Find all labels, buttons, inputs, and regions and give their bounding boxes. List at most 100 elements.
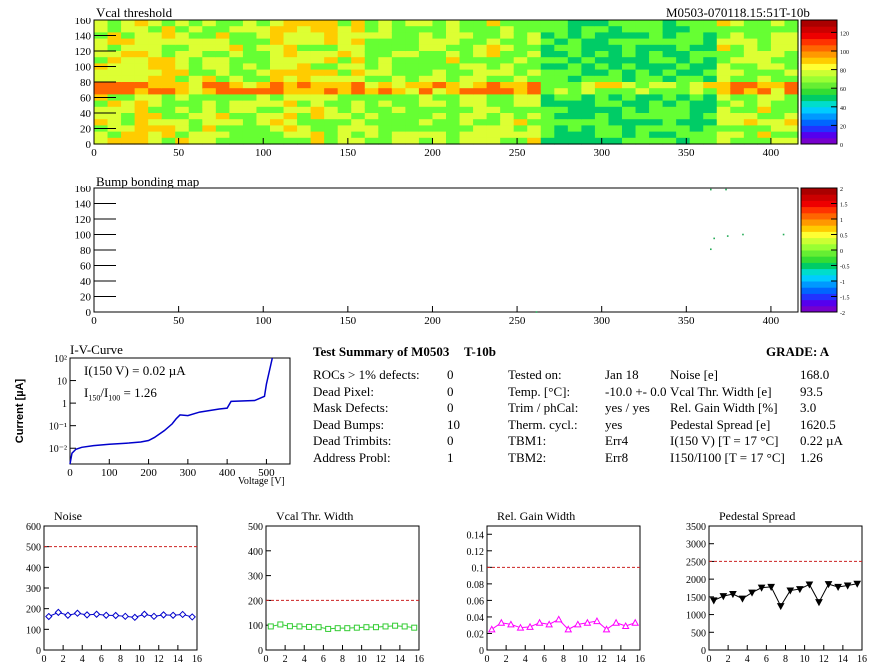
series-line (713, 583, 858, 608)
vcal-cell (121, 57, 136, 64)
chart-frame (486, 525, 641, 651)
vcal-cell (581, 38, 596, 46)
vcal-cell (188, 20, 203, 27)
vcal-cell (513, 51, 528, 58)
vcal-cell (513, 100, 528, 108)
vcal-palette-label: 20 (840, 124, 846, 130)
bump-ytick-label: 120 (75, 214, 92, 226)
vcal-cell (364, 20, 379, 27)
vcal-cell (500, 131, 515, 139)
bump-xtick-label: 0 (91, 315, 97, 327)
chart-ytick-label: 0.04 (467, 613, 485, 624)
vcal-cell (513, 75, 528, 83)
data-point (334, 625, 341, 632)
vcal-cell (743, 20, 758, 27)
vcal-cell (175, 106, 190, 114)
vcal-cell (283, 106, 298, 114)
vcal-cell (703, 137, 718, 145)
vcal-cell (188, 44, 203, 52)
vcal-cell (730, 100, 745, 108)
vcal-cell (432, 38, 447, 46)
vcal-cell (242, 32, 258, 40)
vcal-cell (459, 51, 474, 58)
vcal-cell (310, 106, 325, 114)
chart-panel-pedestal-spread: Pedestal Spread 0 2 4 6 8 10 12 14 16 0 500 1000 1500… (686, 509, 867, 665)
vcal-cell (283, 51, 298, 58)
vcal-palette-cell (801, 94, 837, 102)
vcal-cell (270, 131, 285, 139)
iv-ylabel: Current [µA] (14, 378, 27, 444)
bump-palette-cell (801, 256, 837, 263)
vcal-cell (594, 44, 610, 52)
vcal-cell (188, 113, 203, 120)
vcal-cell (229, 94, 244, 102)
vcal-cell (324, 26, 339, 33)
vcal-cell (283, 88, 298, 95)
vcal-cell (716, 51, 731, 58)
vcal-cell (473, 137, 488, 145)
vcal-cell (649, 106, 664, 114)
vcal-cell (283, 100, 298, 108)
vcal-cell (378, 32, 393, 40)
vcal-cell (310, 63, 325, 71)
vcal-cell (689, 69, 704, 77)
vcal-cell (784, 51, 799, 58)
data-point (102, 611, 110, 619)
vcal-cell (215, 63, 230, 71)
vcal-cell (540, 75, 555, 83)
series-line (48, 611, 193, 618)
vcal-cell (283, 44, 298, 52)
vcal-cell (310, 32, 325, 40)
vcal-cell (527, 38, 542, 46)
vcal-cell (188, 63, 203, 71)
vcal-cell (608, 32, 623, 40)
vcal-cell (784, 82, 799, 89)
vcal-cell (662, 88, 677, 95)
vcal-cell (215, 75, 230, 83)
bump-ytick-label: 20 (80, 292, 92, 304)
summary-tag: T-10b (464, 344, 497, 359)
data-point (507, 620, 515, 628)
vcal-cell (446, 125, 461, 133)
vcal-cell (432, 51, 447, 58)
vcal-cell (527, 44, 542, 52)
chart-ytick-label: 600 (26, 522, 41, 533)
vcal-cell (676, 63, 691, 71)
chart-xtick-label: 10 (578, 654, 588, 665)
vcal-cell (215, 119, 230, 126)
vcal-cell (635, 94, 650, 102)
vcal-cell (608, 63, 623, 71)
vcal-cell (175, 119, 190, 126)
vcal-cell (283, 69, 298, 77)
vcal-cell (188, 69, 203, 77)
vcal-cell (418, 82, 434, 89)
vcal-cell (540, 113, 555, 120)
chart-ytick-label: 3500 (686, 522, 706, 533)
vcal-cell (513, 38, 528, 46)
vcal-cell (716, 82, 731, 89)
vcal-cell (703, 94, 718, 102)
vcal-cell (770, 82, 786, 89)
vcal-cell (337, 75, 352, 83)
vcal-cell (148, 69, 163, 77)
data-point (315, 624, 322, 631)
vcal-cell (351, 26, 366, 33)
vcal-cell (297, 119, 312, 126)
data-point (306, 623, 313, 630)
data-point (738, 595, 747, 603)
vcal-cell (513, 125, 528, 133)
vcal-cell (242, 113, 258, 120)
vcal-cell (270, 125, 285, 133)
vcal-cell (459, 100, 474, 108)
vcal-cell (446, 88, 461, 95)
vcal-cell (324, 69, 339, 77)
data-point (815, 599, 823, 607)
vcal-cell (500, 82, 515, 89)
vcal-cell (270, 38, 285, 46)
vcal-cell (446, 44, 461, 52)
summary-value: 168.0 (800, 367, 830, 382)
vcal-palette-cell (801, 26, 837, 33)
vcal-cell (716, 125, 731, 133)
vcal-cell (622, 131, 637, 139)
vcal-cell (148, 125, 163, 133)
